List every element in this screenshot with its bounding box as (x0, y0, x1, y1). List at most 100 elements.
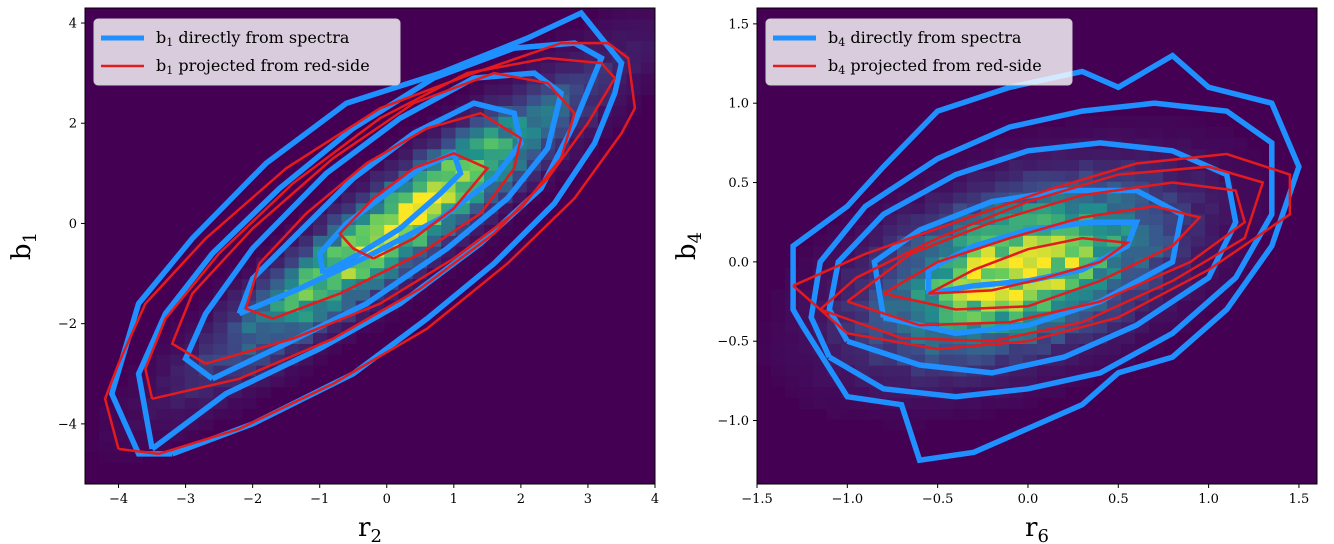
density-bin (1079, 332, 1094, 344)
density-bin (512, 159, 528, 171)
density-bin (640, 40, 655, 52)
density-bin (455, 159, 471, 171)
density-bin (213, 386, 229, 399)
density-bin (170, 397, 186, 409)
density-bin (1121, 202, 1136, 215)
density-bin (1163, 267, 1178, 280)
density-bin (1037, 375, 1052, 388)
density-bin (1107, 300, 1122, 312)
density-bin (981, 191, 996, 204)
density-bin (498, 94, 514, 106)
density-bin (841, 321, 856, 334)
density-bin (1121, 181, 1136, 193)
density-bin (213, 332, 229, 344)
density-bin (1135, 137, 1150, 150)
density-bin (313, 310, 328, 323)
density-bin (142, 365, 157, 377)
legend-entry-label: b4 projected from red-side (828, 56, 1042, 77)
density-bin (1205, 256, 1220, 269)
density-bin (757, 321, 772, 334)
density-bin (855, 354, 870, 366)
density-bin (1149, 159, 1164, 171)
x-axis-label: r6 (1025, 513, 1049, 544)
density-bin (526, 51, 542, 63)
density-bin (981, 354, 996, 366)
density-bin (953, 343, 968, 355)
density-bin (541, 127, 556, 139)
density-bin (370, 256, 385, 269)
density-bin (469, 159, 485, 171)
density-bin (270, 278, 286, 290)
y-tick-label: 2 (69, 117, 77, 132)
density-bin (498, 181, 514, 193)
density-bin (298, 213, 314, 225)
density-bin (1051, 235, 1066, 247)
density-bin (1233, 213, 1248, 225)
density-bin (1023, 256, 1038, 269)
density-bin (555, 51, 571, 63)
density-bin (1107, 127, 1122, 139)
density-bin (398, 235, 414, 247)
density-bin (1205, 224, 1220, 236)
density-bin (981, 148, 996, 161)
density-bin (939, 289, 954, 301)
density-bin (883, 224, 898, 236)
density-bin (799, 365, 814, 377)
density-bin (827, 397, 842, 409)
density-bin (1191, 224, 1206, 236)
density-bin (869, 300, 884, 312)
density-bin (869, 235, 884, 247)
density-bin (412, 289, 428, 301)
density-bin (855, 256, 870, 269)
density-bin (1051, 137, 1066, 150)
density-bin (827, 256, 842, 269)
density-bin (384, 267, 400, 280)
density-bin (1163, 332, 1178, 344)
density-bin (995, 256, 1010, 269)
density-bin (1149, 289, 1164, 301)
density-bin (526, 116, 542, 128)
density-bin (1191, 267, 1206, 280)
density-bin (995, 343, 1010, 355)
density-bin (1023, 148, 1038, 161)
density-bin (99, 451, 115, 463)
density-bin (1177, 224, 1192, 236)
density-bin (1177, 300, 1192, 312)
density-bin (583, 116, 599, 128)
density-bin (1107, 202, 1122, 215)
density-bin (184, 419, 200, 431)
density-bin (184, 375, 200, 388)
density-bin (555, 72, 571, 85)
x-tick-label: −3 (176, 492, 195, 507)
density-bin (1065, 300, 1080, 312)
density-bin (911, 354, 926, 366)
density-bin (883, 332, 898, 344)
density-bin (1219, 289, 1234, 301)
density-bin (341, 191, 357, 204)
density-bin (1233, 224, 1248, 236)
density-bin (1009, 127, 1024, 139)
density-bin (1037, 127, 1052, 139)
density-bin (1107, 159, 1122, 171)
density-bin (1037, 310, 1052, 323)
density-bin (1149, 213, 1164, 225)
density-bin (569, 127, 585, 139)
x-tick-label: 1.0 (1198, 492, 1219, 507)
density-bin (1093, 310, 1108, 323)
density-bin (298, 224, 314, 236)
density-bin (771, 354, 786, 366)
density-bin (227, 278, 243, 290)
density-bin (199, 300, 214, 312)
density-bin (1233, 137, 1248, 150)
density-bin (1009, 332, 1024, 344)
density-bin (583, 148, 599, 161)
density-bin (1023, 365, 1038, 377)
density-bin (455, 181, 471, 193)
density-bin (170, 429, 186, 442)
density-bin (995, 300, 1010, 312)
density-bin (213, 300, 229, 312)
density-bin (1163, 170, 1178, 182)
density-bin (99, 429, 115, 442)
density-bin (1009, 246, 1024, 258)
density-bin (1037, 278, 1052, 290)
